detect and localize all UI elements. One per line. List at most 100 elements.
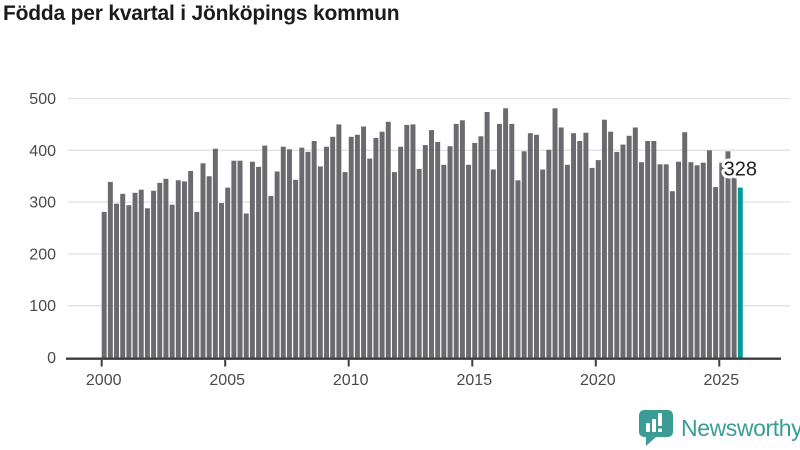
bar [354,134,360,358]
bar [169,204,175,358]
bar [719,162,725,358]
bar [225,187,231,358]
bar [496,123,502,358]
x-tick-label: 2020 [580,372,616,389]
bar [243,213,249,358]
y-tick-label: 200 [29,246,56,263]
bar [293,179,299,358]
bar [237,160,243,358]
bar [107,181,113,358]
chart-title: Födda per kvartal i Jönköpings kommun [3,2,400,25]
bar [552,108,558,358]
bar [626,135,632,358]
x-tick-label: 2015 [457,372,493,389]
bar [527,133,533,358]
bar [422,145,428,358]
bar [361,126,367,358]
bar [521,151,527,358]
bar [540,169,546,358]
bar [713,187,719,358]
newsworthy-logo: Newsworthy [639,410,800,446]
bar [620,144,626,358]
bar [317,166,323,358]
bar [231,160,237,358]
bar [144,208,150,358]
bar [385,121,391,358]
bar [262,145,268,358]
bar [311,141,317,358]
x-tick-label: 2025 [704,372,740,389]
bar [441,164,447,358]
bar [373,137,379,358]
bar [608,131,614,358]
bar [138,189,144,358]
newsworthy-logo-text: Newsworthy [681,414,800,441]
bar [515,180,521,358]
bar [299,147,305,358]
bar [509,123,515,358]
bar [447,146,453,358]
bar [274,171,280,358]
bar [324,146,329,358]
bar [157,182,163,358]
y-tick-label: 300 [29,195,56,212]
bar [595,160,601,358]
bar [268,195,274,358]
newsworthy-logo-icon [639,410,673,446]
bar [577,141,583,358]
bar [700,162,706,358]
bar [688,162,694,358]
bar [280,146,286,358]
bar [435,142,441,358]
bar [181,181,187,358]
bar [490,169,496,358]
bar [416,168,422,358]
bar [601,119,607,358]
bar [391,172,397,358]
bar [429,130,434,358]
x-tick-label: 2010 [333,372,369,389]
bar [478,136,484,358]
bar [558,127,564,358]
bar [676,161,682,358]
bar-chart-glyph [646,413,662,432]
bar [589,167,595,358]
bar [286,149,292,358]
value-label: 328 [724,159,757,181]
bar [330,136,336,358]
bar [731,171,737,358]
bar [249,161,255,358]
bar [651,141,657,358]
bar [484,112,490,358]
bar [472,143,478,358]
y-tick-label: 400 [29,143,56,160]
bar [342,172,348,358]
bar [336,124,342,358]
bar [206,176,212,358]
bar [410,124,416,358]
bar [101,211,107,358]
bar [367,158,373,358]
bar [682,132,688,358]
bar [571,133,577,358]
x-tick-label: 2000 [86,372,122,389]
bar [175,180,181,358]
bar [466,164,472,358]
bar [404,124,410,358]
bar [114,203,119,358]
bar [669,191,675,358]
bar [163,178,169,358]
bar [212,148,218,358]
bar [459,120,465,358]
y-tick-label: 100 [29,298,56,315]
bar [503,108,509,358]
bar [132,192,138,358]
bar [645,141,651,358]
bar [120,193,126,358]
bar [200,163,206,358]
bar [725,151,731,358]
bar [706,150,712,358]
bar [639,162,644,358]
